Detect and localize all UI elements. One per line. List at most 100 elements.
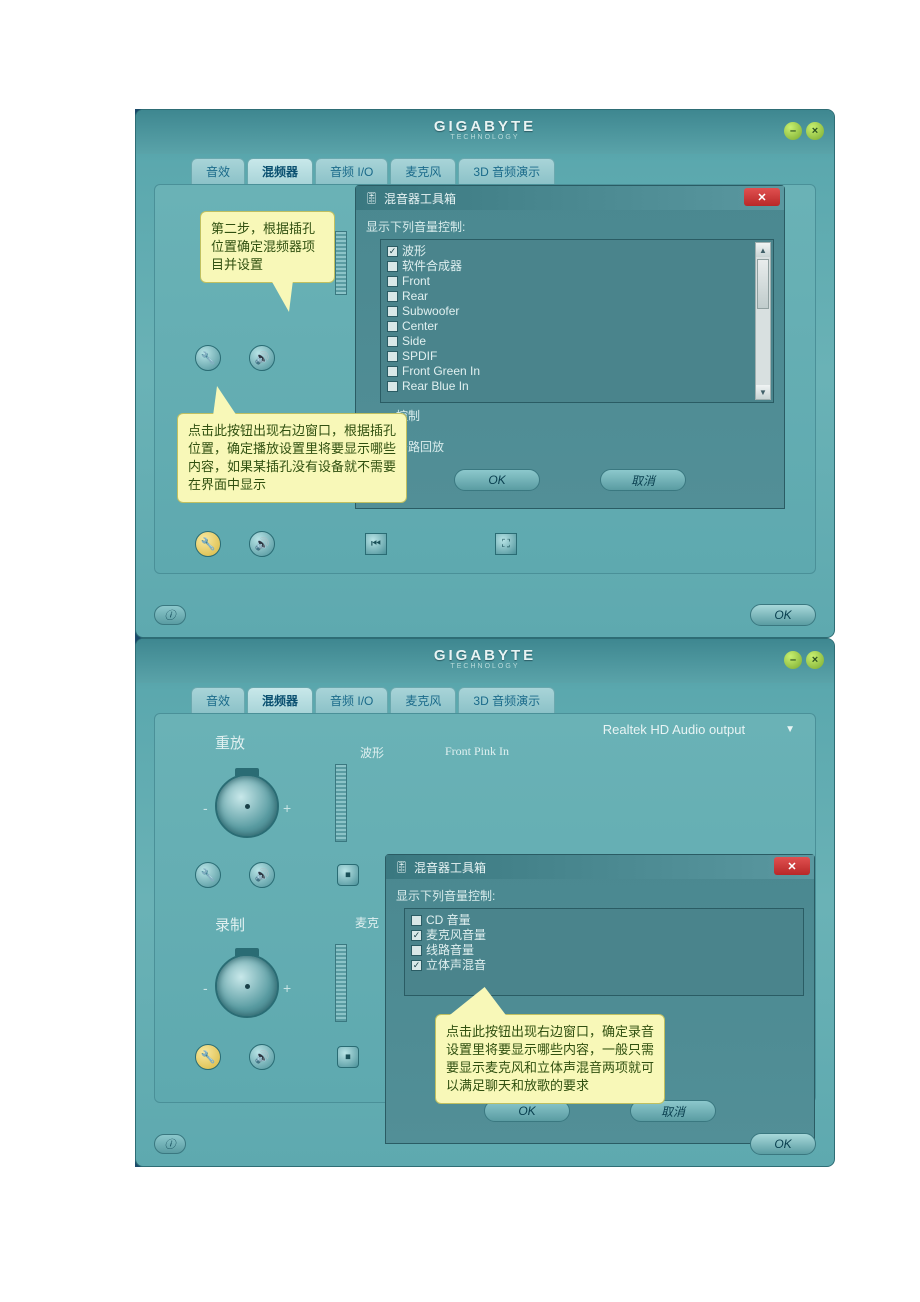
list-item[interactable]: Subwoofer [387, 304, 767, 319]
tab-mic[interactable]: 麦克风 [390, 158, 456, 184]
knob-indicator [235, 768, 259, 776]
minimize-icon[interactable]: – [784, 122, 802, 140]
device-name: Realtek HD Audio output [603, 722, 745, 737]
device-selector[interactable]: Realtek HD Audio output ▼ [603, 722, 795, 737]
checkbox[interactable] [387, 381, 398, 392]
panel-header: GIGABYTE TECHNOLOGY – × [136, 639, 834, 683]
channel-mic: 麦克 [355, 914, 379, 931]
mute-icon[interactable]: ⏹ [337, 864, 359, 886]
list-item[interactable]: Front Green In [387, 364, 767, 379]
tab-mixer[interactable]: 混频器 [247, 158, 313, 184]
tab-audioio[interactable]: 音频 I/O [315, 687, 388, 713]
tool-button[interactable]: 🔧 [195, 862, 221, 888]
toolbox-close-icon[interactable]: ✕ [744, 188, 780, 206]
tool-button[interactable]: 🔧 [195, 345, 221, 371]
list-item[interactable]: Side [387, 334, 767, 349]
list-item[interactable]: Center [387, 319, 767, 334]
mixer-toolbox: 🎚 混音器工具箱 ✕ 显示下列音量控制: ✓波形软件合成器FrontRearSu… [355, 185, 785, 509]
main-ok-button[interactable]: OK [750, 1133, 816, 1155]
toolbox-titlebar[interactable]: 🎚 混音器工具箱 ✕ [386, 855, 814, 879]
tab-3ddemo[interactable]: 3D 音频演示 [458, 158, 555, 184]
tab-mixer[interactable]: 混频器 [247, 687, 313, 713]
mixer-icon: 🎚 [394, 860, 408, 874]
tab-soundfx[interactable]: 音效 [191, 687, 245, 713]
tab-mic[interactable]: 麦克风 [390, 687, 456, 713]
volume-list-rec[interactable]: CD 音量 ✓ 麦克风音量线路音量✓立体声混音 [404, 908, 804, 996]
channel-front-pink: Front Pink In [445, 744, 509, 759]
main-ok-button[interactable]: OK [750, 604, 816, 626]
callout-text: 点击此按钮出现右边窗口，确定录音设置里将要显示哪些内容，一般只需要显示麦克风和立… [446, 1024, 654, 1093]
mute-icon[interactable]: ⏹ [337, 1046, 359, 1068]
extra-control: 控制 [356, 403, 784, 424]
checkbox[interactable] [387, 351, 398, 362]
cancel-button[interactable]: 取消 [600, 469, 686, 491]
callout-step2: 第二步，根据插孔位置确定混频器项目并设置 [200, 211, 335, 283]
list-item[interactable]: CD 音量 [411, 913, 797, 928]
checkbox[interactable] [411, 915, 422, 926]
list-item[interactable]: ✓波形 [387, 244, 767, 259]
scroll-thumb[interactable] [757, 259, 769, 309]
channel-wave: 波形 [360, 744, 384, 761]
list-item[interactable]: ✓立体声混音 [411, 958, 797, 973]
list-item[interactable]: Rear Blue In [387, 379, 767, 394]
scroll-up-icon[interactable]: ▲ [756, 243, 770, 257]
list-item-label: Subwoofer [402, 304, 459, 319]
extra-multiplay: 多路回放 [356, 424, 784, 455]
volume-knob-playback[interactable] [215, 774, 279, 838]
list-item[interactable]: Rear [387, 289, 767, 304]
scroll-down-icon[interactable]: ▼ [756, 385, 770, 399]
toolbox-label: 显示下列音量控制: [386, 879, 814, 908]
list-item[interactable]: Front [387, 274, 767, 289]
tab-audioio[interactable]: 音频 I/O [315, 158, 388, 184]
list-item-label: SPDIF [402, 349, 437, 364]
toolbox-titlebar[interactable]: 🎚 混音器工具箱 ✕ [356, 186, 784, 210]
checkbox[interactable]: ✓ [411, 960, 422, 971]
level-meter [335, 231, 347, 295]
list-item-label: 麦克风音量 [426, 928, 486, 943]
list-item-label: Rear [402, 289, 428, 304]
checkbox[interactable] [387, 276, 398, 287]
volume-knob-record[interactable] [215, 954, 279, 1018]
tab-3ddemo[interactable]: 3D 音频演示 [458, 687, 555, 713]
callout-playback: 点击此按钮出现右边窗口，根据插孔位置，确定播放设置里将要显示哪些内容，如果某插孔… [177, 413, 407, 503]
prev-track-icon[interactable]: ⏮ [365, 533, 387, 555]
checkbox[interactable] [387, 306, 398, 317]
checkbox[interactable] [387, 261, 398, 272]
toolbox-close-icon[interactable]: ✕ [774, 857, 810, 875]
tool-button-rec[interactable]: 🔧 [195, 531, 221, 557]
checkbox[interactable] [387, 291, 398, 302]
list-item-label: Front Green In [402, 364, 480, 379]
tool-button-rec[interactable]: 🔧 [195, 1044, 221, 1070]
ok-button[interactable]: OK [454, 469, 540, 491]
knob-plus: + [283, 800, 291, 816]
speaker-button-rec[interactable]: 🔊 [249, 1044, 275, 1070]
callout-record: 点击此按钮出现右边窗口，确定录音设置里将要显示哪些内容，一般只需要显示麦克风和立… [435, 1014, 665, 1104]
speaker-button[interactable]: 🔊 [249, 862, 275, 888]
list-item[interactable]: ✓ 麦克风音量 [411, 928, 797, 943]
tab-soundfx[interactable]: 音效 [191, 158, 245, 184]
volume-list[interactable]: ✓波形软件合成器FrontRearSubwooferCenterSideSPDI… [380, 239, 774, 403]
checkbox[interactable]: ✓ [411, 930, 422, 941]
speaker-button-rec[interactable]: 🔊 [249, 531, 275, 557]
callout-text: 点击此按钮出现右边窗口，根据插孔位置，确定播放设置里将要显示哪些内容，如果某插孔… [188, 423, 396, 492]
list-item[interactable]: SPDIF [387, 349, 767, 364]
checkbox[interactable]: ✓ [387, 246, 398, 257]
info-button[interactable]: ⓘ [154, 1134, 186, 1154]
checkbox[interactable] [387, 336, 398, 347]
scrollbar[interactable]: ▲ ▼ [755, 242, 771, 400]
info-button[interactable]: ⓘ [154, 605, 186, 625]
level-meter [335, 944, 347, 1022]
checkbox[interactable] [387, 321, 398, 332]
content-area: 🔧 🔊 第二步，根据插孔位置确定混频器项目并设置 🎚 混音器工具箱 ✕ 显示下列… [154, 184, 816, 574]
checkbox[interactable] [411, 945, 422, 956]
list-item[interactable]: 线路音量 [411, 943, 797, 958]
close-icon[interactable]: × [806, 651, 824, 669]
close-icon[interactable]: × [806, 122, 824, 140]
speaker-button[interactable]: 🔊 [249, 345, 275, 371]
knob-minus: - [203, 800, 208, 816]
list-item[interactable]: 软件合成器 [387, 259, 767, 274]
minimize-icon[interactable]: – [784, 651, 802, 669]
expand-icon[interactable]: ⛶ [495, 533, 517, 555]
chevron-down-icon[interactable]: ▼ [785, 724, 795, 735]
checkbox[interactable] [387, 366, 398, 377]
